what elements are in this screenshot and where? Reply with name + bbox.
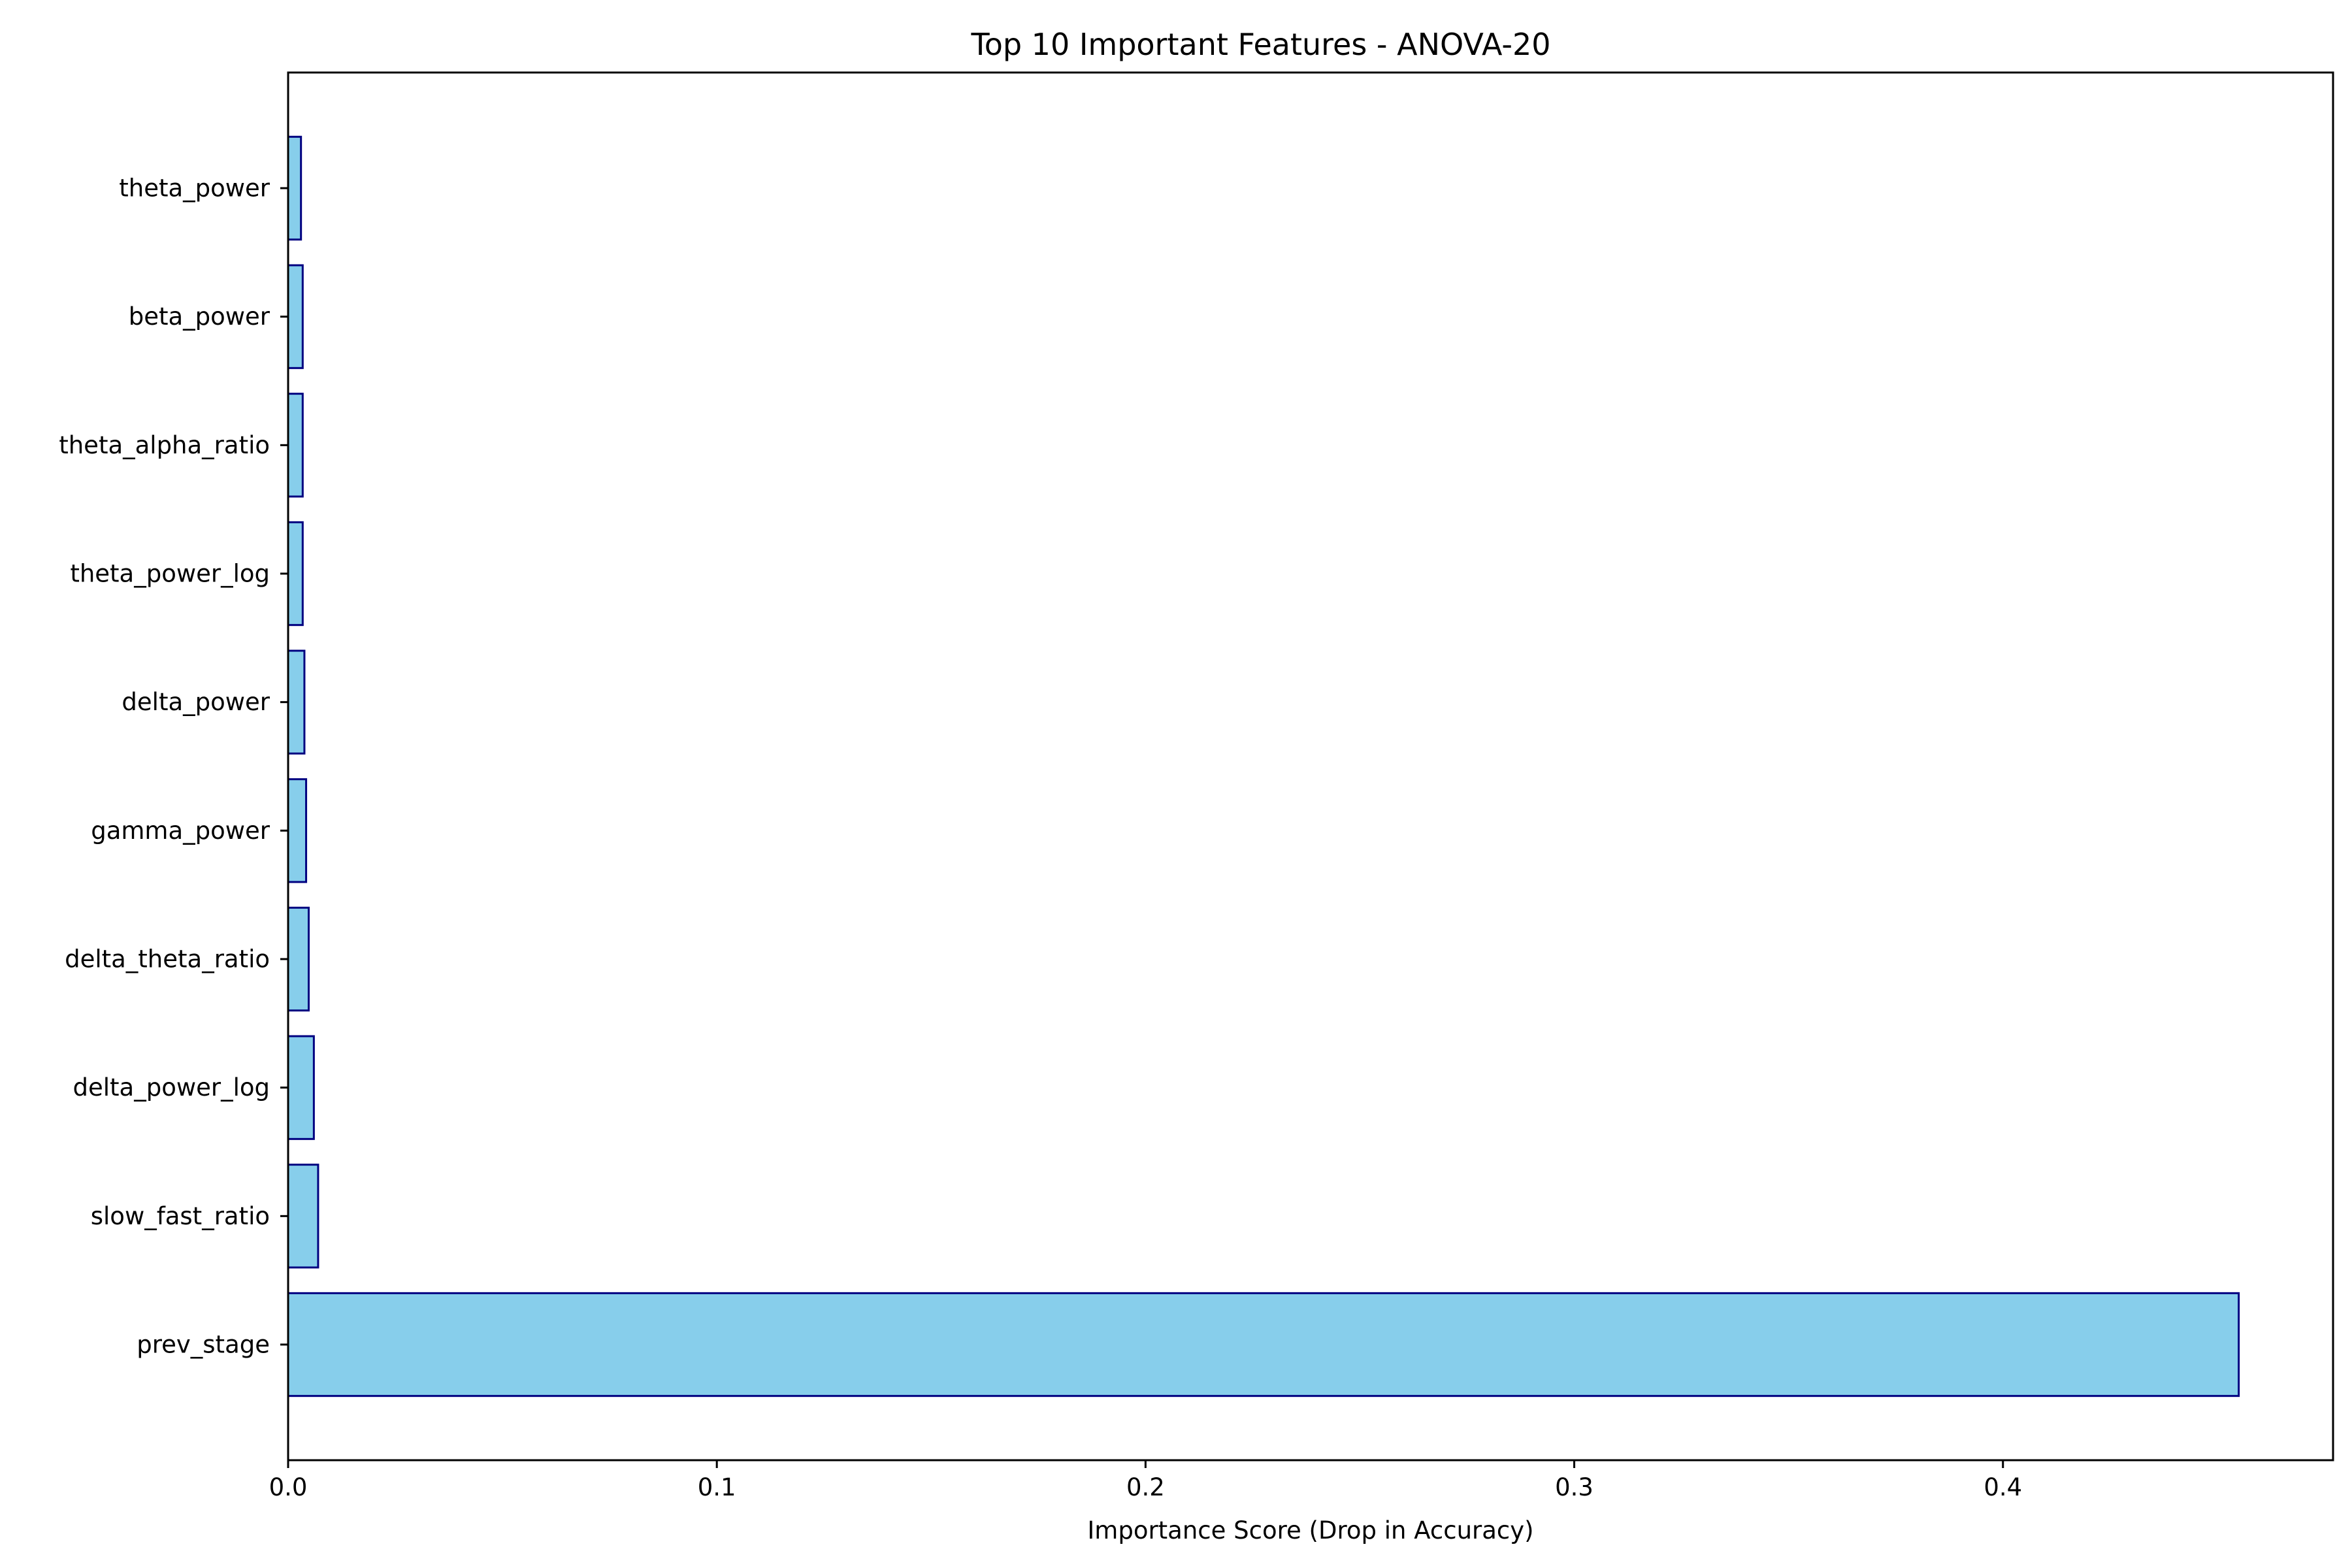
bar-delta-theta-ratio — [287, 906, 310, 1012]
bar-prev-stage — [287, 1292, 2240, 1397]
y-tick-label-slow-fast-ratio: slow_fast_ratio — [91, 1202, 270, 1230]
x-tick-label-2: 0.2 — [1126, 1473, 1165, 1501]
bar-theta-power — [287, 135, 302, 241]
y-axis: prev_stage slow_fast_ratio delta_power_log… — [59, 174, 288, 1359]
y-tick-label-beta-power: beta_power — [129, 302, 270, 331]
chart-title: Top 10 Important Features - ANOVA-20 — [970, 27, 1550, 62]
y-tick-label-theta-power-log: theta_power_log — [70, 560, 270, 588]
y-tick-label-delta-power-log: delta_power_log — [73, 1073, 270, 1102]
bar-delta-power-log — [287, 1035, 315, 1140]
bar-slow-fast-ratio — [287, 1164, 319, 1269]
y-tick-label-delta-power: delta_power — [122, 688, 270, 716]
y-tick-label-theta-power: theta_power — [119, 174, 270, 203]
plot-frame — [287, 71, 2334, 1462]
x-axis-title: Importance Score (Drop in Accuracy) — [1087, 1516, 1533, 1544]
y-tick-label-gamma-power: gamma_power — [91, 817, 270, 845]
x-tick-label-4: 0.4 — [1984, 1473, 2022, 1501]
y-tick-label-theta-alpha-ratio: theta_alpha_ratio — [59, 431, 270, 459]
x-axis: 0.0 0.1 0.2 0.3 0.4 — [269, 1460, 2022, 1501]
x-tick-label-3: 0.3 — [1555, 1473, 1593, 1501]
y-tick-label-prev-stage: prev_stage — [137, 1331, 270, 1359]
bar-theta-alpha-ratio — [287, 393, 304, 498]
bars-layer — [287, 135, 2240, 1397]
bar-gamma-power — [287, 778, 308, 883]
bar-delta-power — [287, 649, 306, 755]
bar-beta-power — [287, 264, 304, 369]
y-tick-label-delta-theta-ratio: delta_theta_ratio — [65, 945, 270, 973]
x-tick-label-1: 0.1 — [698, 1473, 736, 1501]
x-tick-label-0: 0.0 — [269, 1473, 308, 1501]
bar-theta-power-log — [287, 521, 304, 627]
